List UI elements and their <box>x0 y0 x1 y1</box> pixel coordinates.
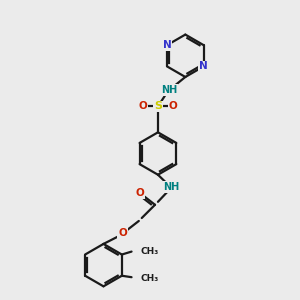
Text: N: N <box>163 40 171 50</box>
Text: CH₃: CH₃ <box>141 274 159 283</box>
Text: N: N <box>199 61 208 71</box>
Text: O: O <box>169 101 178 111</box>
Text: S: S <box>154 101 162 111</box>
Text: CH₃: CH₃ <box>141 247 159 256</box>
Text: O: O <box>135 188 144 198</box>
Text: O: O <box>138 101 147 111</box>
Text: NH: NH <box>163 182 179 192</box>
Text: O: O <box>118 228 127 238</box>
Text: NH: NH <box>161 85 177 95</box>
